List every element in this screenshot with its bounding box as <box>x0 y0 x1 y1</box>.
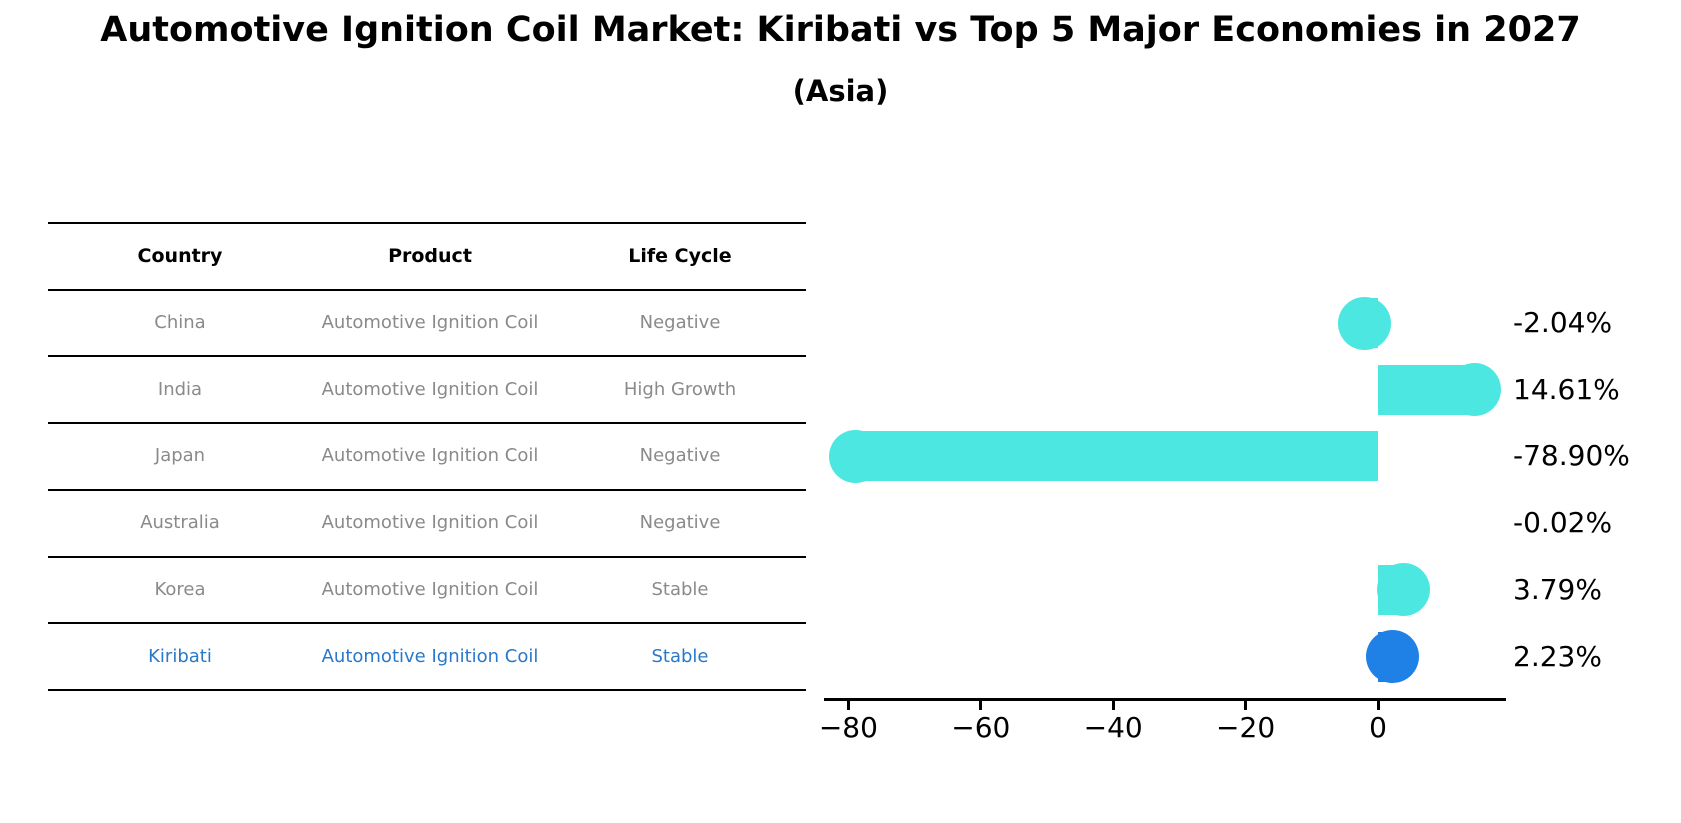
cell-country-japan: Japan <box>154 445 206 467</box>
cell-product-korea: Automotive Ignition Coil <box>321 578 539 600</box>
x-tick-mark <box>979 700 983 710</box>
cell-country-kiribati: Kiribati <box>148 645 212 667</box>
column-header-country: Country <box>137 245 223 268</box>
bar-japan <box>855 431 1378 482</box>
table-rule-line <box>48 288 806 291</box>
x-tick-mark <box>846 700 850 710</box>
table-rule-line <box>48 622 806 625</box>
cell-country-australia: Australia <box>140 512 220 534</box>
cell-life-cycle-china: Negative <box>639 312 721 333</box>
column-header-life-cycle: Life Cycle <box>628 245 732 268</box>
cell-life-cycle-korea: Stable <box>651 578 709 600</box>
x-axis-line <box>824 698 1506 701</box>
table-rule-line <box>48 555 806 558</box>
table-rule-line <box>48 222 806 224</box>
x-tick-label: −60 <box>951 711 1011 744</box>
x-tick-label: −40 <box>1083 711 1143 744</box>
cell-country-korea: Korea <box>154 578 206 600</box>
value-label-japan: -78.90% <box>1513 439 1630 473</box>
cell-country-china: China <box>154 312 206 333</box>
table-rule-line <box>48 355 806 358</box>
chart-subtitle: (Asia) <box>792 74 889 108</box>
value-label-korea: 3.79% <box>1513 572 1602 606</box>
cell-life-cycle-australia: Negative <box>639 512 721 534</box>
x-tick-mark <box>1111 700 1115 710</box>
cell-product-australia: Automotive Ignition Coil <box>321 512 539 534</box>
cell-product-japan: Automotive Ignition Coil <box>321 445 539 467</box>
cell-product-kiribati: Automotive Ignition Coil <box>321 645 539 667</box>
bar-cap-korea <box>1376 563 1430 617</box>
bar-cap-kiribati <box>1366 630 1420 683</box>
value-label-china: -2.04% <box>1513 306 1613 339</box>
column-header-product: Product <box>388 245 472 268</box>
bar-cap-china <box>1337 296 1391 350</box>
x-tick-label: −80 <box>818 711 878 744</box>
x-tick-mark <box>1376 700 1380 710</box>
cell-life-cycle-india: High Growth <box>623 378 737 400</box>
cell-product-china: Automotive Ignition Coil <box>321 312 539 333</box>
cell-product-india: Automotive Ignition Coil <box>321 378 539 400</box>
x-tick-label: 0 <box>1369 711 1387 744</box>
bar-cap-japan <box>829 429 883 483</box>
bar-cap-india <box>1448 363 1502 417</box>
cell-life-cycle-kiribati: Stable <box>651 645 709 667</box>
cell-country-india: India <box>157 378 203 400</box>
x-tick-mark <box>1244 700 1248 710</box>
chart-title: Automotive Ignition Coil Market: Kiribat… <box>100 10 1581 50</box>
table-rule-line <box>48 488 806 491</box>
table-rule-line <box>48 422 806 425</box>
value-label-kiribati: 2.23% <box>1513 639 1602 673</box>
x-tick-label: −20 <box>1216 711 1276 744</box>
cell-life-cycle-japan: Negative <box>639 445 721 467</box>
table-rule-line <box>48 688 806 691</box>
value-label-india: 14.61% <box>1513 372 1620 406</box>
value-label-australia: -0.02% <box>1513 506 1613 540</box>
